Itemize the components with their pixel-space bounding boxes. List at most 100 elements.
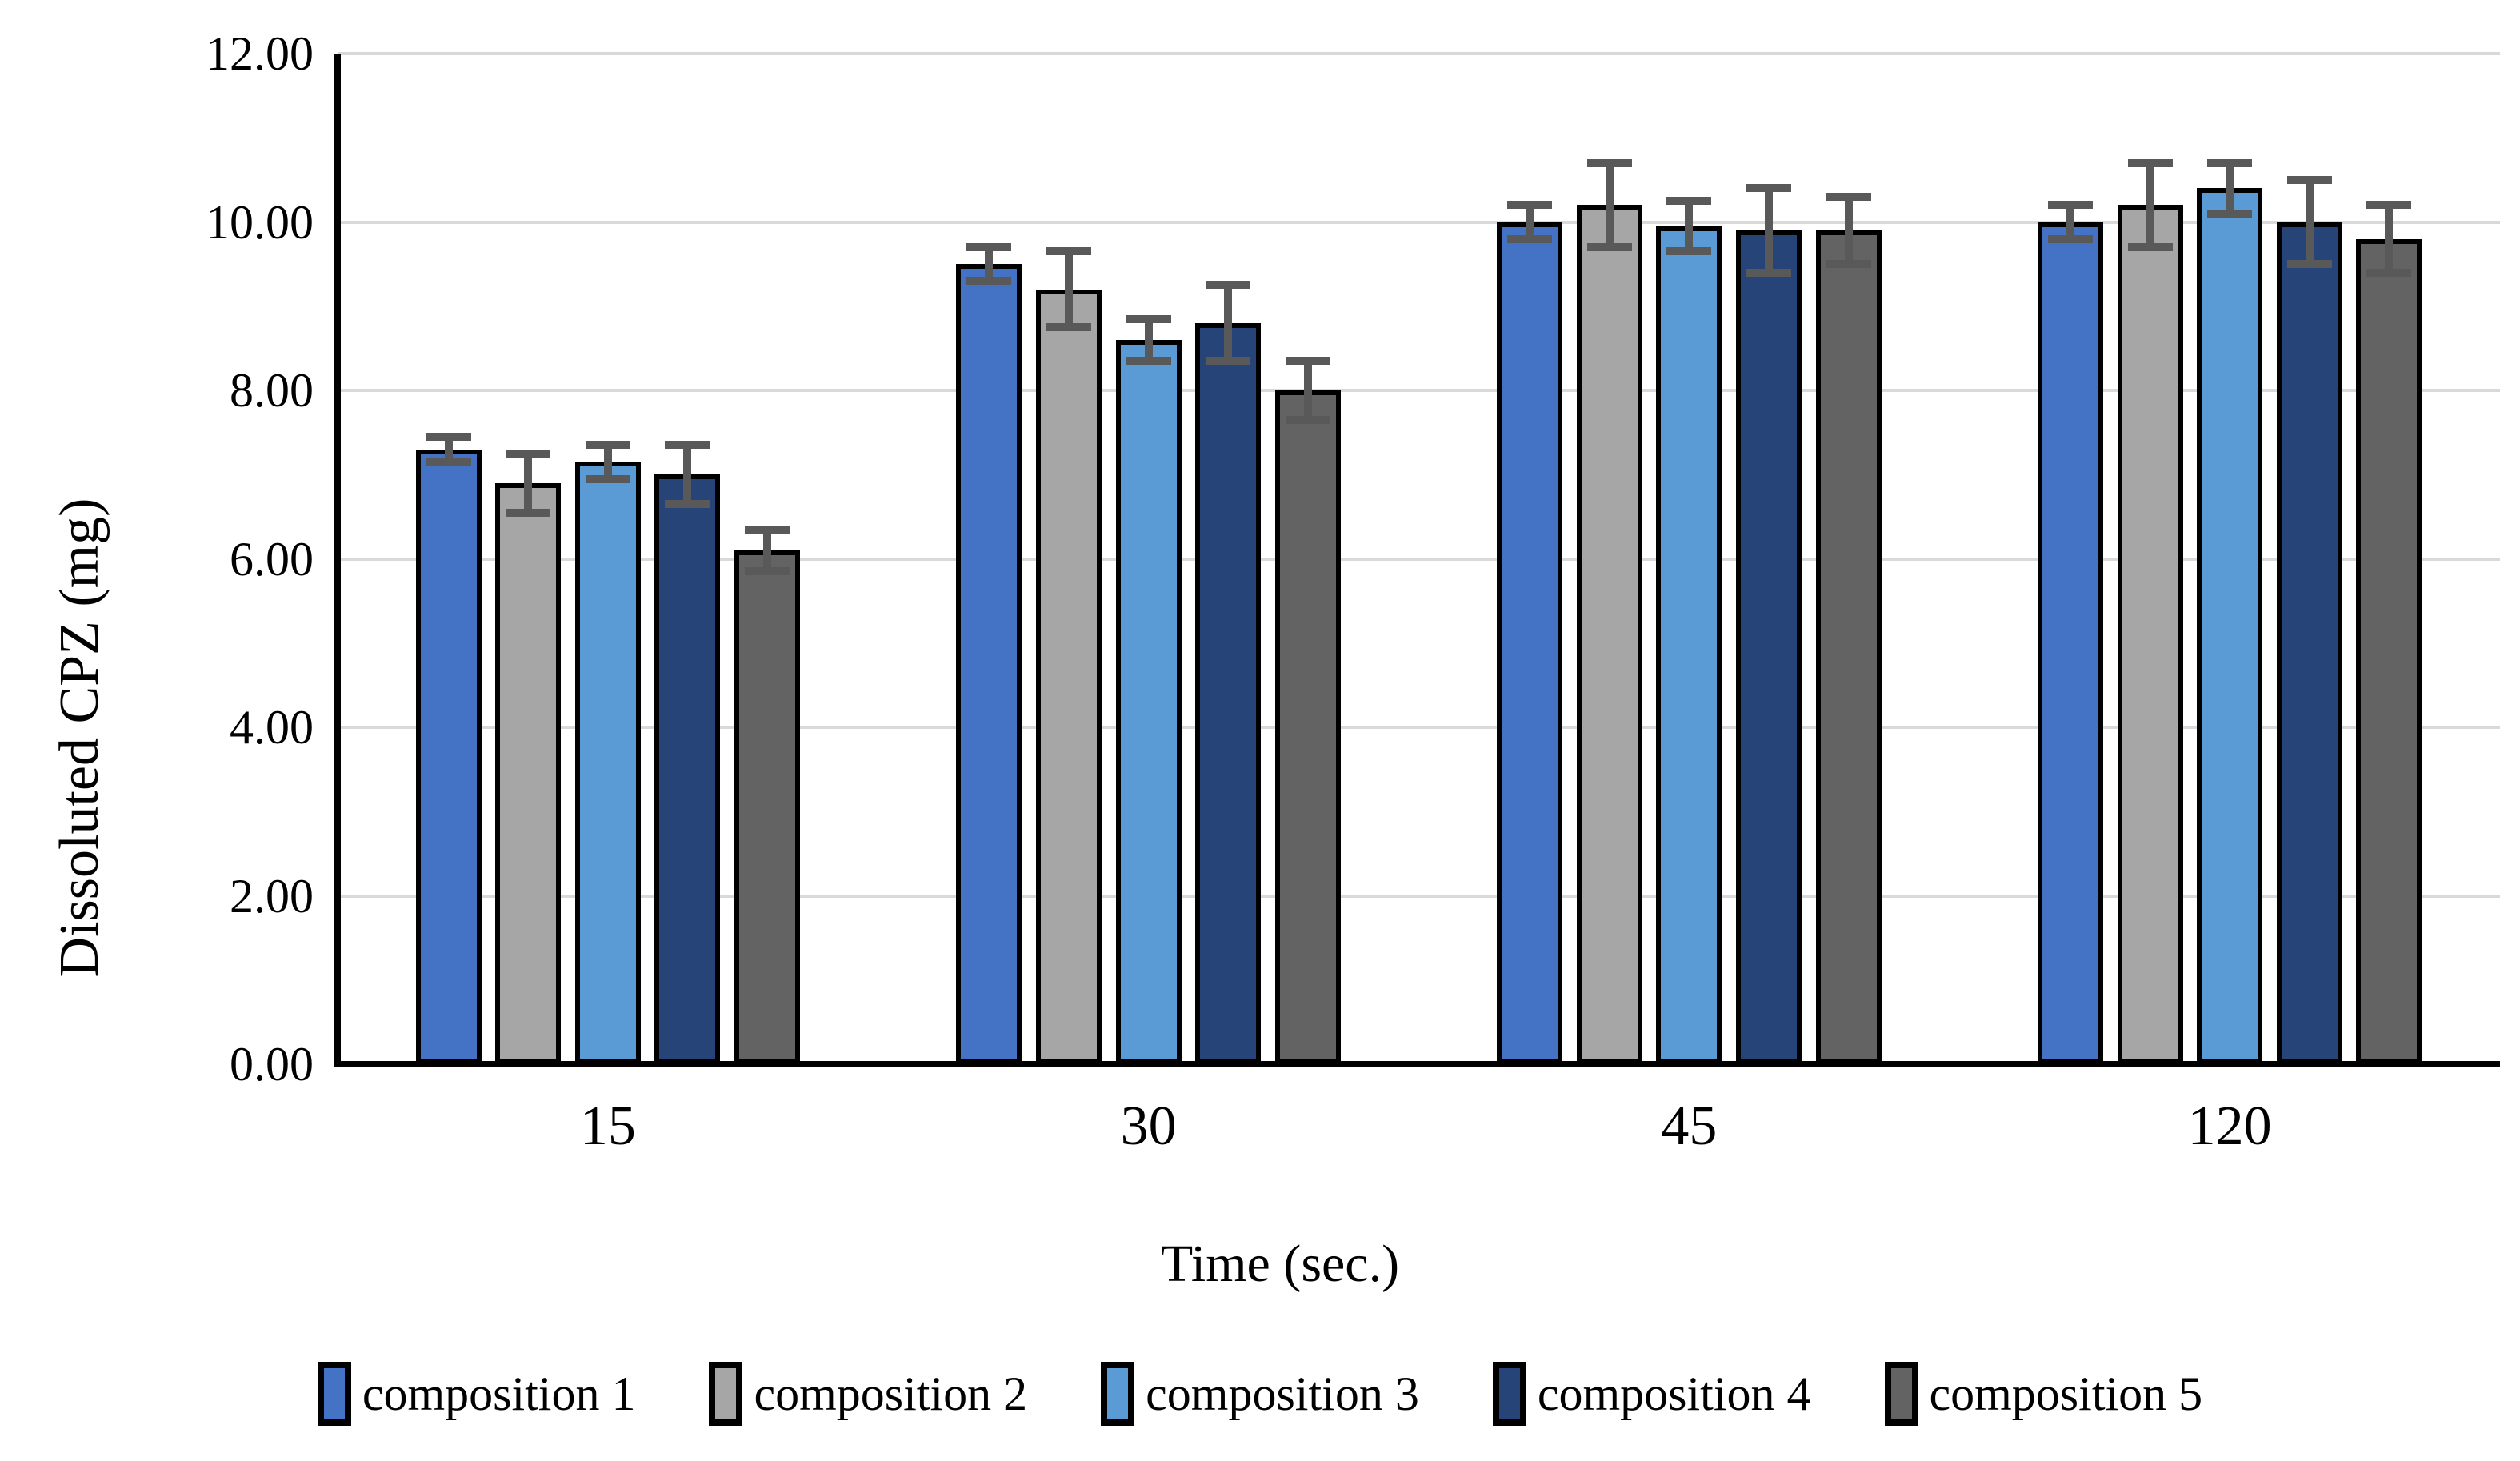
error-bar-line	[763, 529, 772, 572]
legend-swatch-icon	[317, 1362, 351, 1426]
error-bar-line	[1685, 201, 1694, 252]
legend: composition 1 composition 2 composition 3 c…	[0, 1362, 2520, 1426]
x-tick-label-120: 120	[2187, 1095, 2272, 1157]
error-bar-cap-bottom	[1826, 260, 1871, 269]
bar-composition-3-t120	[2197, 188, 2263, 1064]
error-bar-cap-top	[1206, 281, 1251, 290]
error-bar-line	[444, 436, 453, 462]
error-bar-line	[683, 445, 692, 505]
bar-composition-4-t120	[2276, 222, 2342, 1064]
error-bar-line	[985, 247, 994, 282]
gridline-8	[338, 389, 2500, 392]
y-axis-line	[334, 54, 341, 1067]
bar-composition-1-t45	[1497, 222, 1563, 1064]
bar-composition-1-t15	[415, 449, 482, 1064]
legend-item-composition-3: composition 3	[1101, 1362, 1419, 1426]
legend-swatch-icon	[709, 1362, 743, 1426]
error-bar-cap-top	[426, 432, 471, 441]
error-bar-cap-top	[2047, 201, 2093, 210]
error-bar-cap-bottom	[1285, 415, 1330, 424]
gridline-12	[338, 52, 2500, 55]
y-tick-label: 10.00	[206, 195, 314, 249]
bar-composition-5-t45	[1815, 230, 1882, 1064]
error-bar-cap-top	[506, 449, 551, 458]
error-bar-cap-bottom	[1126, 357, 1171, 366]
legend-item-composition-1: composition 1	[317, 1362, 636, 1426]
bar-composition-3-t15	[574, 462, 641, 1064]
error-bar-cap-top	[1586, 158, 1632, 167]
bar-composition-2-t45	[1576, 205, 1642, 1064]
bar-composition-1-t120	[2037, 222, 2103, 1064]
gridline-6	[338, 557, 2500, 561]
y-tick-label: 6.00	[230, 532, 314, 586]
error-bar-cap-top	[1666, 197, 1712, 206]
legend-swatch-icon	[1884, 1362, 1918, 1426]
error-bar-line	[2385, 205, 2394, 273]
gridline-2	[338, 894, 2500, 898]
bar-composition-4-t45	[1735, 230, 1802, 1064]
bar-composition-2-t120	[2117, 205, 2183, 1064]
x-tick-label-30: 30	[1120, 1095, 1177, 1157]
error-bar-cap-bottom	[2366, 268, 2412, 277]
x-tick-label-45: 45	[1661, 1095, 1718, 1157]
error-bar-cap-bottom	[2207, 209, 2253, 218]
error-bar-line	[1844, 196, 1853, 265]
error-bar-cap-top	[2127, 158, 2173, 167]
error-bar-line	[2305, 179, 2314, 265]
error-bar-line	[1764, 188, 1773, 273]
bar-composition-5-t15	[734, 550, 801, 1064]
error-bar-cap-top	[2207, 158, 2253, 167]
error-bar-cap-bottom	[2286, 260, 2332, 269]
error-bar-cap-top	[1126, 314, 1171, 323]
error-bar-cap-bottom	[585, 474, 630, 483]
error-bar-line	[524, 453, 533, 513]
error-bar-cap-bottom	[1206, 357, 1251, 366]
error-bar-cap-bottom	[1507, 234, 1553, 243]
error-bar-line	[1144, 318, 1153, 362]
error-bar-cap-top	[966, 243, 1012, 252]
bar-composition-5-t30	[1274, 390, 1341, 1064]
legend-label: composition 4	[1537, 1367, 1811, 1420]
error-bar-cap-bottom	[745, 567, 790, 576]
error-bar-cap-top	[1826, 192, 1871, 201]
error-bar-cap-bottom	[966, 277, 1012, 286]
y-tick-label: 12.00	[206, 27, 314, 80]
error-bar-cap-top	[1507, 201, 1553, 210]
error-bar-cap-bottom	[2127, 243, 2173, 252]
error-bar-cap-top	[665, 441, 710, 450]
error-bar-line	[1065, 251, 1074, 328]
legend-label: composition 5	[1929, 1367, 2203, 1420]
error-bar-cap-top	[1746, 184, 1791, 193]
error-bar-line	[2146, 162, 2154, 248]
bar-composition-2-t30	[1036, 289, 1102, 1064]
error-bar-cap-bottom	[506, 508, 551, 517]
error-bar-line	[603, 445, 612, 479]
x-axis-line	[334, 1061, 2500, 1067]
bar-composition-4-t15	[654, 474, 721, 1064]
error-bar-cap-bottom	[1666, 247, 1712, 256]
bar-composition-5-t120	[2356, 238, 2422, 1064]
gridline-10	[338, 220, 2500, 224]
bar-composition-3-t45	[1656, 226, 1722, 1064]
legend-item-composition-5: composition 5	[1884, 1362, 2203, 1426]
bar-composition-4-t30	[1195, 322, 1262, 1064]
error-bar-cap-top	[1046, 247, 1092, 256]
legend-label: composition 2	[754, 1367, 1028, 1420]
error-bar-cap-bottom	[2047, 234, 2093, 243]
error-bar-cap-top	[2366, 201, 2412, 210]
legend-label: composition 3	[1146, 1367, 1419, 1420]
legend-item-composition-2: composition 2	[709, 1362, 1027, 1426]
error-bar-line	[2226, 162, 2234, 214]
legend-label: composition 1	[362, 1367, 636, 1420]
error-bar-cap-top	[1285, 357, 1330, 366]
error-bar-cap-top	[745, 525, 790, 534]
error-bar-line	[1303, 361, 1312, 420]
error-bar-line	[1224, 285, 1233, 362]
y-tick-label: 8.00	[230, 364, 314, 417]
legend-swatch-icon	[1492, 1362, 1526, 1426]
error-bar-cap-bottom	[1746, 268, 1791, 277]
error-bar-line	[1605, 162, 1614, 248]
error-bar-cap-bottom	[1046, 323, 1092, 332]
bar-composition-3-t30	[1115, 339, 1182, 1064]
